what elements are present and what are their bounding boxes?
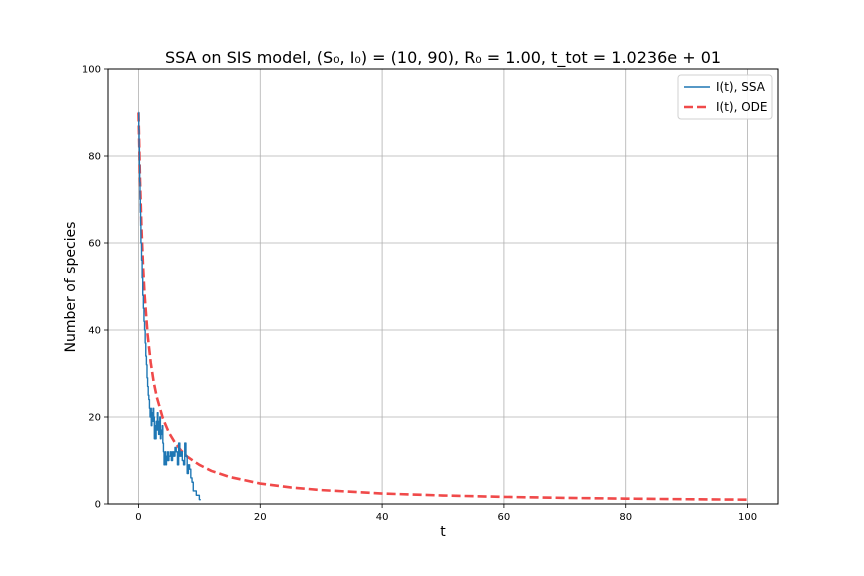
x-tick-label: 80 bbox=[619, 512, 632, 523]
x-tick-label: 60 bbox=[498, 512, 511, 523]
x-tick-label: 20 bbox=[254, 512, 267, 523]
series-line-ssa bbox=[138, 111, 201, 501]
x-tick-label: 100 bbox=[738, 512, 757, 523]
legend-label: I(t), ODE bbox=[716, 100, 768, 114]
y-tick-label: 100 bbox=[82, 65, 101, 76]
chart-title: SSA on SIS model, (S₀, I₀) = (10, 90), R… bbox=[165, 48, 721, 68]
legend-label: I(t), SSA bbox=[716, 80, 766, 94]
plot-frame bbox=[107, 68, 779, 505]
axis-ticks: 0 20 40 60 80 100 0 20 40 60 80 100 bbox=[82, 65, 757, 524]
x-axis-title: t bbox=[440, 524, 446, 540]
grid bbox=[108, 68, 778, 505]
series-layer bbox=[137, 111, 748, 501]
x-tick-label: 0 bbox=[135, 512, 141, 523]
y-tick-label: 20 bbox=[88, 413, 101, 424]
legend: I(t), SSA I(t), ODE bbox=[677, 74, 773, 120]
series-line-ode bbox=[137, 112, 748, 501]
y-tick-label: 60 bbox=[88, 239, 101, 250]
y-tick-label: 0 bbox=[95, 500, 101, 511]
x-tick-label: 40 bbox=[376, 512, 389, 523]
y-axis-title: Number of species bbox=[63, 222, 79, 353]
y-tick-label: 40 bbox=[88, 326, 101, 337]
y-tick-label: 80 bbox=[88, 152, 101, 163]
